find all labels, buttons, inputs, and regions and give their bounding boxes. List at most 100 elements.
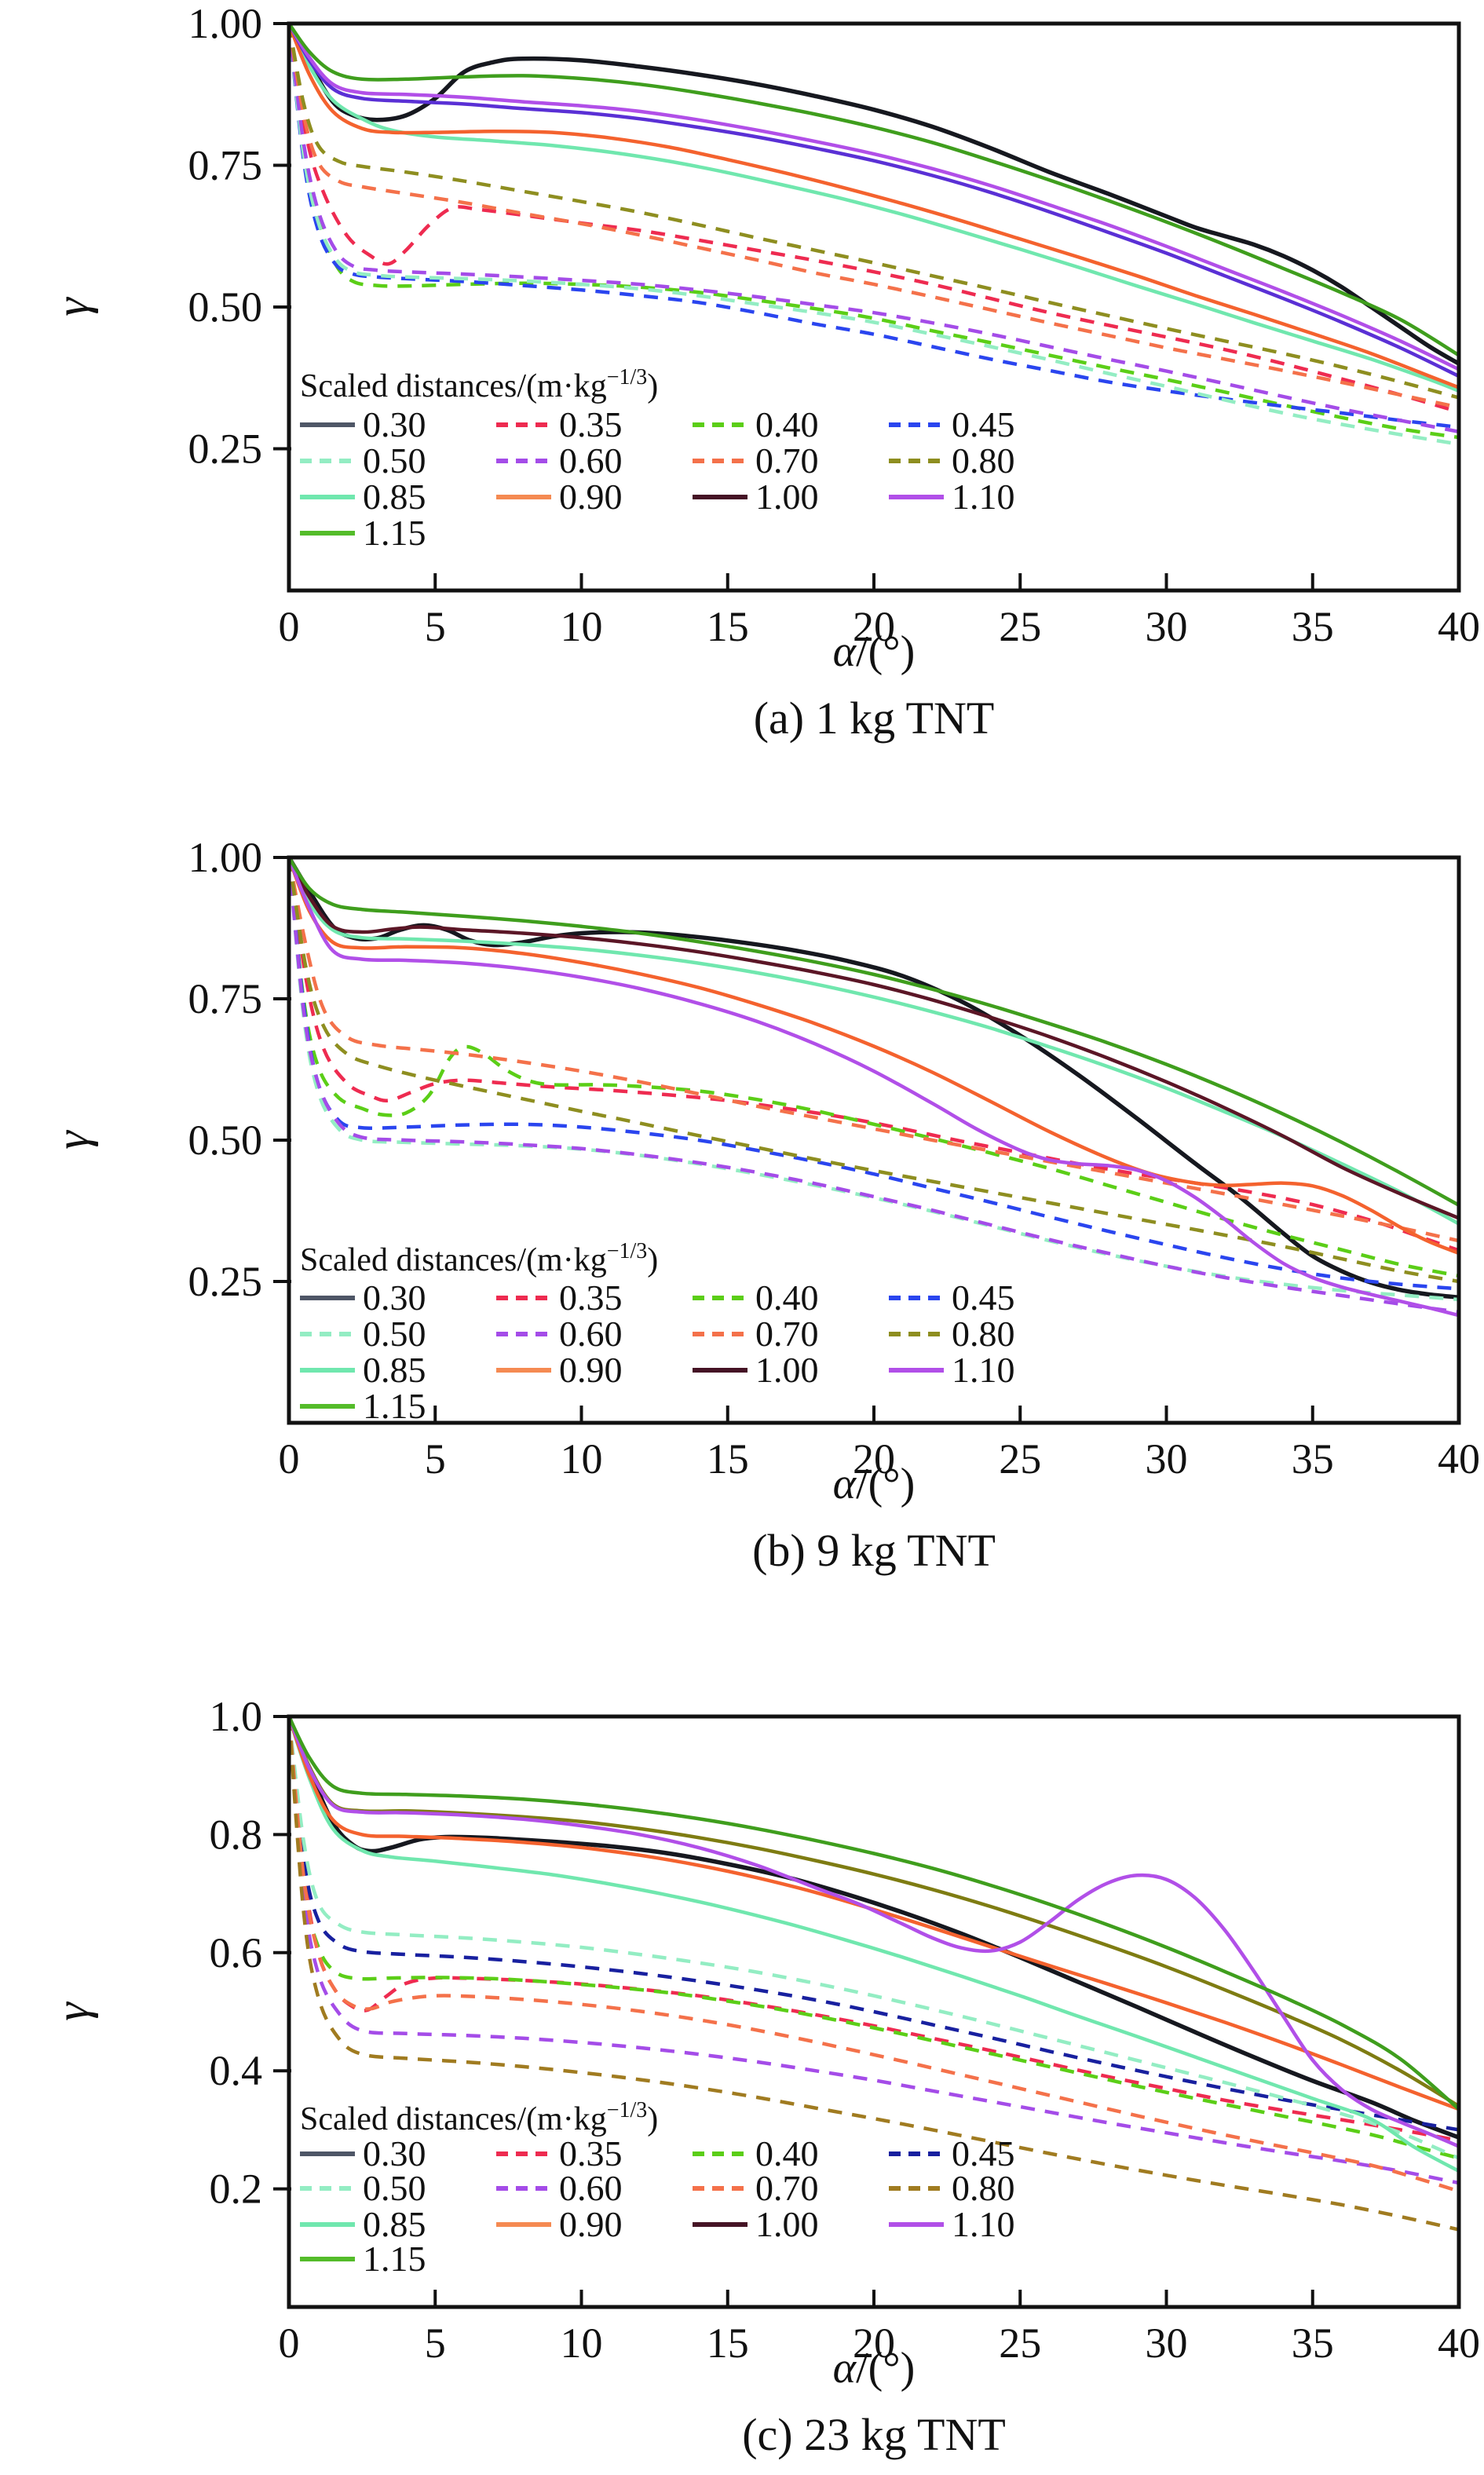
legend-label-0.90: 0.90 — [559, 477, 623, 517]
curve-0.60 — [289, 1716, 1459, 2185]
x-tick-label: 5 — [425, 603, 446, 650]
curve-1.15 — [289, 1716, 1459, 2111]
x-axis-label: α/(°) — [833, 2344, 916, 2393]
curve-1.00 — [289, 857, 1459, 1220]
x-tick-label: 0 — [279, 2320, 300, 2367]
legend-label-1.00: 1.00 — [755, 1350, 819, 1390]
y-axis-label: γ — [46, 297, 98, 316]
x-tick-label: 0 — [279, 603, 300, 650]
x-tick-label: 35 — [1292, 603, 1334, 650]
legend-label-0.30: 0.30 — [363, 1278, 426, 1318]
curve-1.10 — [289, 857, 1459, 1318]
y-tick-label: 1.00 — [188, 834, 263, 881]
curve-0.30 — [289, 857, 1459, 1300]
legend-label-0.50: 0.50 — [363, 1314, 426, 1354]
curve-0.30 — [289, 24, 1459, 366]
curve-0.50 — [289, 24, 1459, 446]
legend-title: Scaled distances/(m·kg−1/3) — [300, 2098, 658, 2137]
legend-label-0.50: 0.50 — [363, 441, 426, 481]
legend-label-0.60: 0.60 — [559, 1314, 623, 1354]
legend-label-0.60: 0.60 — [559, 441, 623, 481]
subplot-b: 0 5 10 15 20 25 30 35 40 1.00 0.75 0.50 0.25 0.30 0.35… — [188, 834, 1481, 1482]
legend-label-1.15: 1.15 — [363, 2239, 426, 2279]
x-tick-label: 35 — [1292, 2320, 1334, 2367]
curve-0.45 — [289, 857, 1459, 1291]
y-tick-label: 1.00 — [188, 0, 263, 47]
curve-0.80 — [289, 1716, 1459, 2232]
curve-0.45 — [289, 1716, 1459, 2132]
curve-0.70 — [289, 1716, 1459, 2193]
curve-0.50 — [289, 1716, 1459, 2160]
legend-label-0.45: 0.45 — [952, 404, 1015, 444]
legend-label-0.45: 0.45 — [952, 1278, 1015, 1318]
legend-label-0.50: 0.50 — [363, 2168, 426, 2208]
legend-label-0.45: 0.45 — [952, 2133, 1015, 2173]
x-tick-label: 20 — [853, 603, 895, 650]
legend-label-0.70: 0.70 — [755, 441, 819, 481]
curve-0.40 — [289, 1716, 1459, 2160]
x-tick-label: 25 — [999, 2320, 1041, 2367]
x-tick-label: 30 — [1146, 2320, 1188, 2367]
legend-label-0.85: 0.85 — [363, 1350, 426, 1390]
subplot-b-labels: γ α/(°) (b) 9 kg TNT Scaled distances/(m… — [46, 1130, 996, 1576]
y-tick-label: 0.75 — [188, 142, 263, 189]
y-axis-label: γ — [46, 2002, 98, 2021]
curve-0.35 — [289, 1716, 1459, 2143]
y-tick-label: 0.25 — [188, 1258, 263, 1305]
x-tick-label: 40 — [1438, 1435, 1480, 1482]
x-tick-label: 30 — [1146, 1435, 1188, 1482]
y-tick-label: 0.2 — [210, 2166, 263, 2213]
x-tick-label: 25 — [999, 1435, 1041, 1482]
legend-label-1.10: 1.10 — [952, 477, 1015, 517]
y-tick-label: 0.75 — [188, 975, 263, 1022]
legend-label-1.00: 1.00 — [755, 2204, 819, 2244]
y-tick-label: 0.6 — [210, 1929, 263, 1976]
curves-group — [289, 1716, 1459, 2232]
curve-0.85 — [289, 1716, 1459, 2173]
curve-0.90 — [289, 1716, 1459, 2111]
curve-1.00 — [289, 24, 1459, 378]
legend-label-0.70: 0.70 — [755, 1314, 819, 1354]
legend-label-1.10: 1.10 — [952, 1350, 1015, 1390]
legend-title: Scaled distances/(m·kg−1/3) — [300, 1239, 658, 1278]
curve-0.70 — [289, 24, 1459, 409]
subplot-a: 0 5 10 15 20 25 30 35 40 1.00 0.75 0.50 0.25 0.30 0.35… — [188, 0, 1481, 650]
legend-label-1.00: 1.00 — [755, 477, 819, 517]
x-tick-label: 35 — [1292, 1435, 1334, 1482]
x-tick-label: 0 — [279, 1435, 300, 1482]
curve-1.15 — [289, 857, 1459, 1207]
y-axis-label: γ — [46, 1130, 98, 1150]
x-axis-label: α/(°) — [833, 627, 916, 676]
curve-0.90 — [289, 24, 1459, 389]
y-tick-label: 0.50 — [188, 1117, 263, 1164]
subplot-caption: (a) 1 kg TNT — [754, 693, 995, 744]
legend-label-0.35: 0.35 — [559, 404, 623, 444]
curve-0.60 — [289, 24, 1459, 434]
legend-title: Scaled distances/(m·kg−1/3) — [300, 365, 658, 404]
subplot-caption: (b) 9 kg TNT — [752, 1525, 996, 1576]
x-tick-label: 40 — [1438, 2320, 1480, 2367]
curve-1.10 — [289, 1716, 1459, 2148]
x-tick-label: 20 — [853, 2320, 895, 2367]
curve-0.40 — [289, 24, 1459, 440]
legend-label-0.90: 0.90 — [559, 1350, 623, 1390]
curve-0.90 — [289, 857, 1459, 1256]
curve-1.10 — [289, 24, 1459, 371]
legend-label-0.30: 0.30 — [363, 2133, 426, 2173]
legend-label-0.90: 0.90 — [559, 2204, 623, 2244]
curve-0.70 — [289, 857, 1459, 1243]
legend-label-1.15: 1.15 — [363, 513, 426, 553]
y-tick-label: 0.50 — [188, 283, 263, 331]
legend-label-0.70: 0.70 — [755, 2168, 819, 2208]
x-tick-label: 15 — [707, 2320, 749, 2367]
x-tick-label: 10 — [561, 1435, 603, 1482]
legend-label-1.10: 1.10 — [952, 2204, 1015, 2244]
legend-label-0.80: 0.80 — [952, 1314, 1015, 1354]
subplot-c: 0 5 10 15 20 25 30 35 401.00.80.60.40.20.30 0.35 0… — [210, 1693, 1481, 2367]
subplot-a-labels: γ α/(°) (a) 1 kg TNT Scaled distances/(m… — [46, 297, 994, 744]
subplot-caption: (c) 23 kg TNT — [742, 2409, 1006, 2460]
curves-group — [289, 24, 1459, 446]
x-tick-label: 30 — [1146, 603, 1188, 650]
